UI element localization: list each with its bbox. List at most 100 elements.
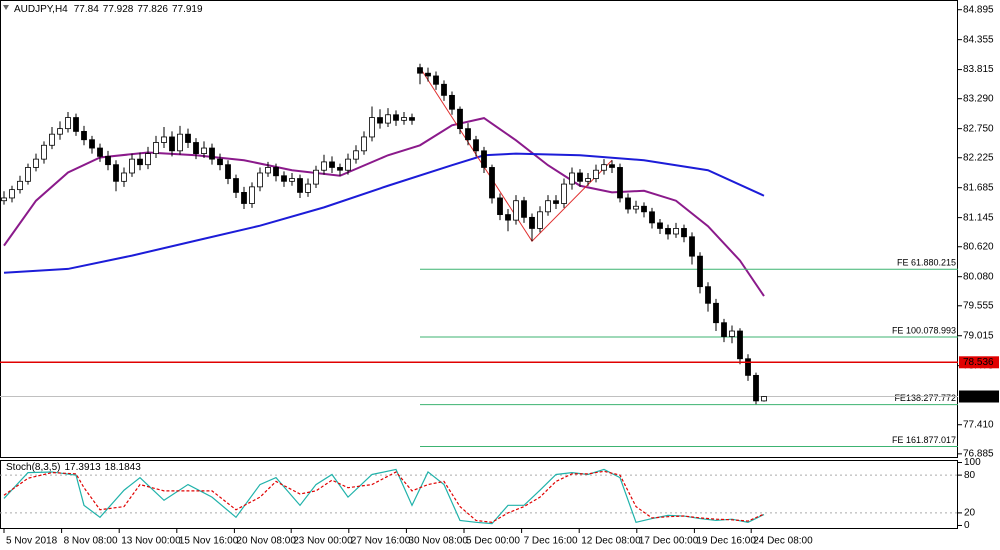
candle-body [481, 150, 487, 168]
y-tick-label: 84.355 [963, 34, 994, 45]
x-tick-label: 17 Dec 00:00 [639, 536, 699, 547]
candle-body [465, 128, 471, 141]
candle-body [369, 117, 375, 138]
candle-body [561, 183, 567, 204]
open-value: 77.84 [74, 4, 99, 15]
candle-body [625, 197, 631, 210]
candle-body [425, 72, 431, 77]
candle-body [681, 228, 687, 238]
candle-body [57, 128, 63, 135]
candle-body [209, 147, 215, 160]
y-tick-label: 79.555 [963, 300, 994, 311]
candle-body [593, 169, 599, 179]
x-tick-label: 5 Dec 00:00 [466, 536, 520, 547]
candle-body [417, 67, 423, 74]
candle-body [553, 200, 559, 204]
y-tick-label: 83.815 [963, 64, 994, 75]
candle-body [473, 139, 479, 152]
candle-body [601, 164, 607, 171]
candle-body [609, 164, 615, 168]
candle-body [673, 228, 679, 235]
candle-body [489, 167, 495, 199]
symbol: AUDJPY,H4 [14, 4, 68, 15]
x-tick-label: 19 Dec 16:00 [696, 536, 756, 547]
x-tick-label: 15 Nov 16:00 [179, 536, 239, 547]
candle-body [249, 186, 255, 204]
candle-body [305, 183, 311, 193]
candle-body [393, 114, 399, 121]
candle-body [49, 133, 55, 146]
fe-label: FE138.277.772 [894, 393, 956, 403]
candle-body [257, 172, 263, 188]
candle-body [569, 172, 575, 185]
candle-body [401, 117, 407, 121]
candle-body [9, 189, 15, 199]
candle-body [97, 147, 103, 157]
moving-average [3, 117, 765, 297]
stoch-line [3, 470, 765, 523]
x-tick-label: 30 Nov 08:00 [408, 536, 468, 547]
stoch-signal-value: 18.1843 [105, 462, 142, 473]
x-tick-label: 23 Nov 00:00 [293, 536, 353, 547]
x-tick-label: 20 Nov 08:00 [236, 536, 296, 547]
candle-body [65, 117, 71, 130]
candle-body [345, 158, 351, 171]
candle-body [321, 161, 327, 171]
candle-body [441, 83, 447, 96]
candle-body [313, 169, 319, 185]
y-tick-label: 79.015 [963, 330, 994, 341]
candle-body [689, 236, 695, 257]
candle-body [105, 155, 111, 166]
symbol-icon [3, 5, 9, 10]
candle-body [281, 175, 287, 182]
price-label-box [959, 390, 999, 403]
candle-body [73, 117, 79, 132]
candle-body [297, 178, 303, 193]
y-tick-label: 100 [964, 457, 981, 468]
y-tick-label: 81.685 [963, 182, 994, 193]
candle-body [497, 197, 503, 215]
candle-body [409, 117, 415, 121]
price-label-box [959, 356, 999, 369]
candle-body [505, 214, 511, 221]
candle-body [273, 167, 279, 177]
candle-body [585, 178, 591, 182]
candle-body [657, 222, 663, 229]
x-tick-label: 13 Nov 00:00 [121, 536, 181, 547]
candle-body [129, 158, 135, 174]
candle-body [633, 205, 639, 210]
price-label: 77.919 [963, 391, 994, 402]
x-tick-label: 12 Dec 08:00 [581, 536, 641, 547]
candle-body [185, 133, 191, 143]
candle-body [241, 192, 247, 204]
main-panel-frame [0, 0, 958, 458]
candle-body [177, 133, 183, 152]
fe-label: FE 61.880.215 [897, 258, 956, 268]
candle-body [1, 197, 7, 202]
candle-body [153, 142, 159, 154]
candle-body [161, 136, 167, 143]
candle-body [697, 255, 703, 288]
candle-body [353, 150, 359, 160]
y-tick-label: 20 [964, 508, 976, 519]
high-value: 77.928 [103, 4, 134, 15]
y-tick-label: 0 [964, 520, 970, 531]
candle-body [457, 108, 463, 130]
candle-body [433, 75, 439, 85]
candle-body [265, 167, 271, 174]
candle-body [361, 136, 367, 152]
candle-body [17, 180, 23, 191]
candle-body [529, 216, 535, 229]
candle-body [705, 286, 711, 304]
close-value: 77.919 [172, 4, 203, 15]
candle-body [761, 396, 767, 402]
stoch-panel-frame [0, 460, 958, 529]
y-tick-label: 80.620 [963, 241, 994, 252]
y-tick-label: 80.080 [963, 271, 994, 282]
candle-body [337, 167, 343, 171]
candle-body [233, 178, 239, 193]
candle-body [713, 302, 719, 324]
candle-body [145, 153, 151, 166]
